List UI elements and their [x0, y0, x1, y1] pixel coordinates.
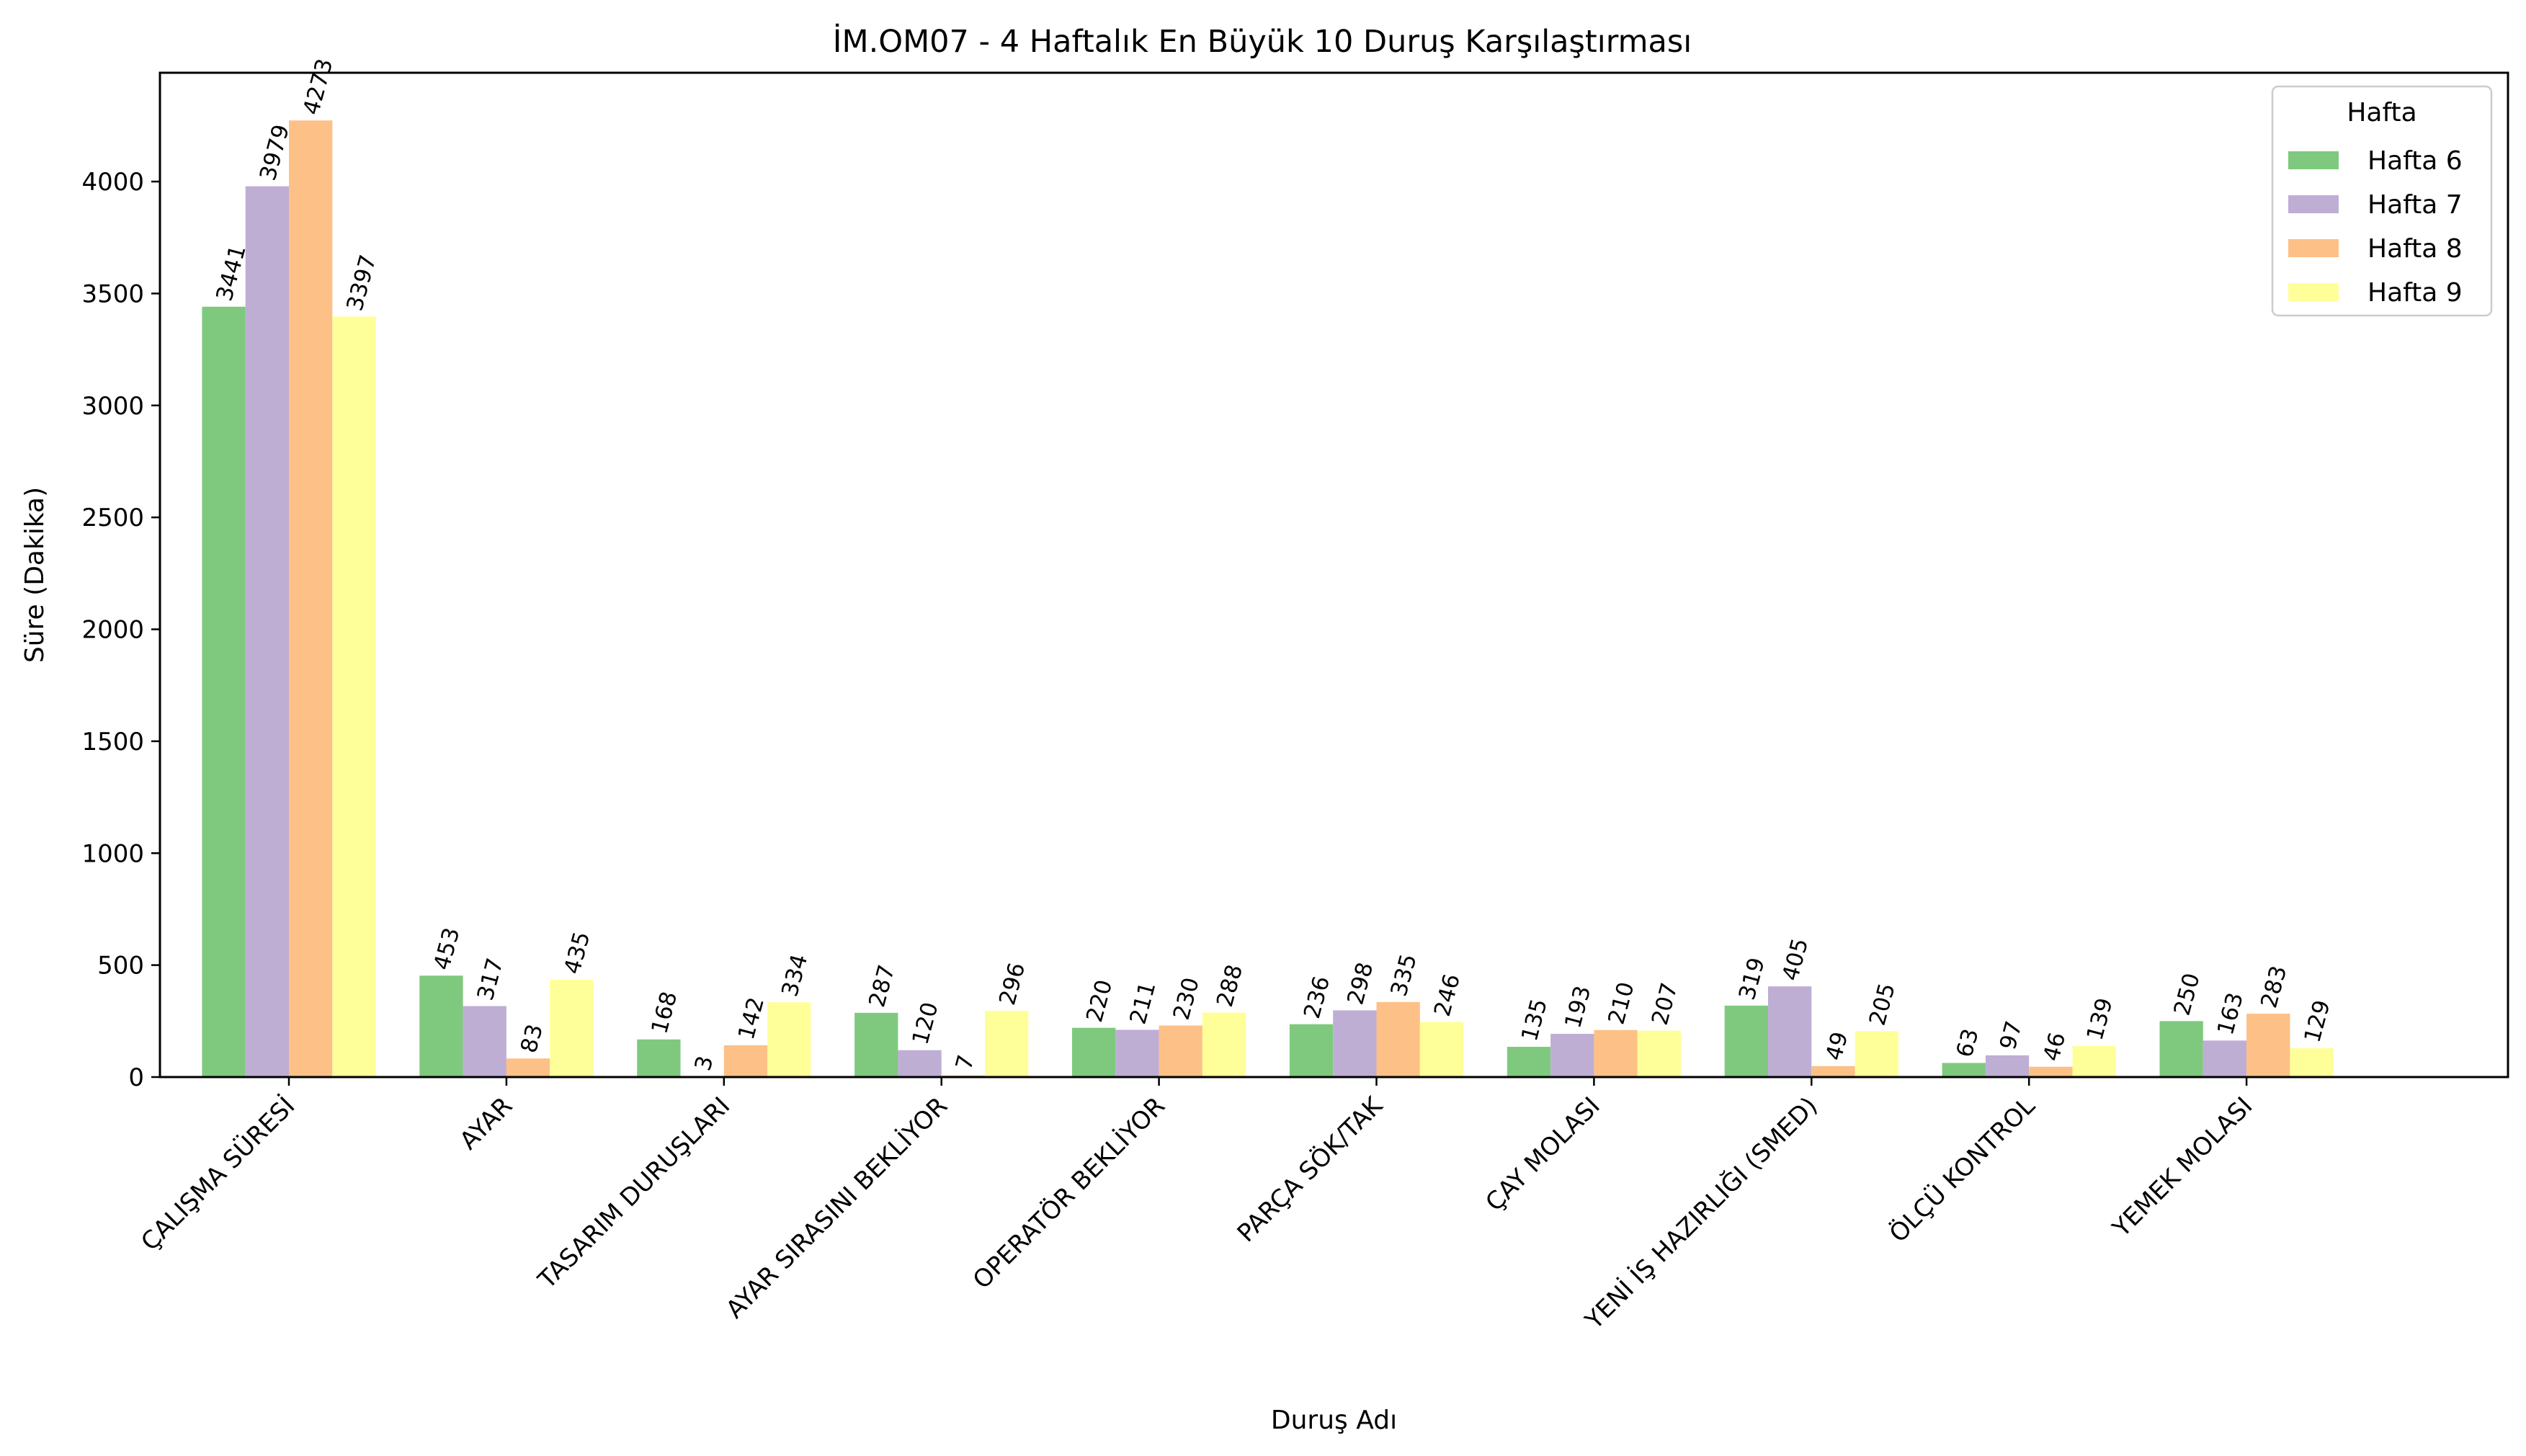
- legend-swatch: [2288, 151, 2339, 169]
- bar: [1159, 1025, 1202, 1077]
- legend-swatch: [2288, 195, 2339, 213]
- bar: [1202, 1012, 1246, 1077]
- bar: [723, 1045, 768, 1077]
- legend-title: Hafta: [2347, 98, 2416, 128]
- chart-title: İM.OM07 - 4 Haftalık En Büyük 10 Duruş K…: [833, 23, 1692, 60]
- bar: [1637, 1030, 1681, 1077]
- bar: [1289, 1024, 1334, 1077]
- bar: [1811, 1066, 1855, 1077]
- bar: [202, 306, 246, 1078]
- bar: [985, 1011, 1029, 1077]
- y-tick-label: 1000: [81, 839, 144, 868]
- bar: [2290, 1048, 2334, 1077]
- bar: [1115, 1030, 1159, 1077]
- bar: [767, 1002, 811, 1077]
- bar: [289, 120, 333, 1078]
- bar: [463, 1006, 506, 1077]
- legend-label: Hafta 7: [2367, 190, 2463, 220]
- bar: [1072, 1027, 1116, 1077]
- legend: Hafta Hafta 6 Hafta 7 Hafta 8 Hafta 9: [2271, 85, 2493, 317]
- x-axis-title: Duruş Adı: [1271, 1406, 1397, 1435]
- bar: [550, 979, 594, 1077]
- legend-label: Hafta 6: [2367, 146, 2463, 176]
- bar: [637, 1039, 681, 1077]
- bar: [1855, 1031, 1898, 1077]
- bar: [2072, 1045, 2116, 1077]
- y-tick-label: 0: [128, 1063, 144, 1092]
- bar: [506, 1058, 550, 1077]
- bar: [2029, 1066, 2073, 1077]
- bar: [1942, 1063, 1986, 1077]
- bar: [898, 1050, 942, 1077]
- bar: [332, 316, 376, 1077]
- y-tick-label: 2500: [81, 504, 144, 532]
- bar: [1985, 1055, 2030, 1077]
- bar: [1724, 1005, 1768, 1077]
- legend-swatch: [2288, 239, 2339, 257]
- y-tick-label: 3000: [81, 392, 144, 421]
- y-tick-label: 3500: [81, 280, 144, 308]
- bar: [1419, 1022, 1464, 1077]
- legend-label: Hafta 9: [2367, 278, 2463, 308]
- legend-swatch: [2288, 283, 2339, 301]
- y-axis-title: Süre (Dakika): [20, 487, 50, 663]
- bar: [2159, 1021, 2203, 1077]
- bar: [2246, 1014, 2290, 1077]
- bar: [2203, 1040, 2247, 1077]
- bar: [1333, 1010, 1377, 1077]
- bar: [854, 1012, 898, 1077]
- bar: [1768, 986, 1812, 1077]
- bar: [1507, 1047, 1551, 1077]
- bar: [1376, 1001, 1420, 1077]
- y-tick-label: 4000: [81, 168, 144, 197]
- y-tick-label: 500: [97, 952, 144, 981]
- bar: [245, 186, 289, 1077]
- legend-label: Hafta 8: [2367, 234, 2463, 264]
- y-tick-label: 1500: [81, 728, 144, 756]
- bar: [1594, 1030, 1638, 1077]
- bar: [1550, 1034, 1594, 1077]
- bar: [419, 975, 463, 1077]
- y-tick-label: 2000: [81, 616, 144, 645]
- plot-frame: [159, 71, 2509, 1078]
- legend-box: [2271, 85, 2493, 317]
